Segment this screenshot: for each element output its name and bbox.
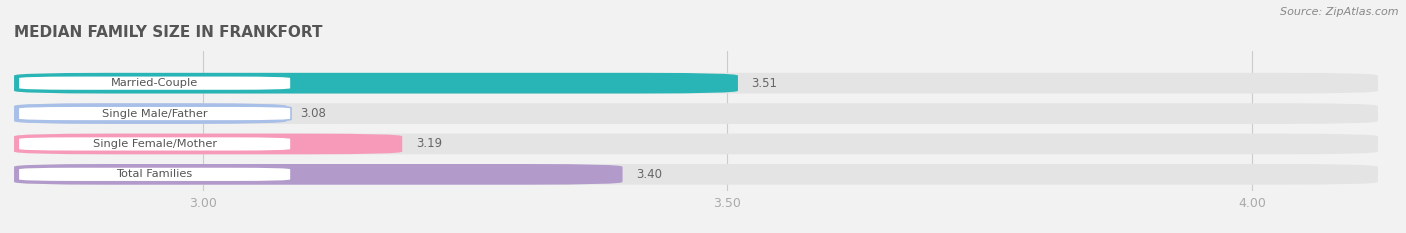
FancyBboxPatch shape [14,134,402,154]
FancyBboxPatch shape [18,137,291,151]
Text: MEDIAN FAMILY SIZE IN FRANKFORT: MEDIAN FAMILY SIZE IN FRANKFORT [14,25,322,40]
FancyBboxPatch shape [14,103,287,124]
FancyBboxPatch shape [14,73,1378,93]
Text: 3.51: 3.51 [752,77,778,90]
FancyBboxPatch shape [14,164,623,185]
FancyBboxPatch shape [18,106,291,121]
FancyBboxPatch shape [18,76,291,91]
FancyBboxPatch shape [14,134,1378,154]
Text: Total Families: Total Families [117,169,193,179]
Text: 3.40: 3.40 [636,168,662,181]
Text: 3.19: 3.19 [416,137,441,151]
Text: Married-Couple: Married-Couple [111,78,198,88]
Text: Single Female/Mother: Single Female/Mother [93,139,217,149]
Text: 3.08: 3.08 [301,107,326,120]
Text: Single Male/Father: Single Male/Father [101,109,208,119]
Text: Source: ZipAtlas.com: Source: ZipAtlas.com [1281,7,1399,17]
FancyBboxPatch shape [14,164,1378,185]
FancyBboxPatch shape [18,167,291,182]
FancyBboxPatch shape [14,103,1378,124]
FancyBboxPatch shape [14,73,738,93]
